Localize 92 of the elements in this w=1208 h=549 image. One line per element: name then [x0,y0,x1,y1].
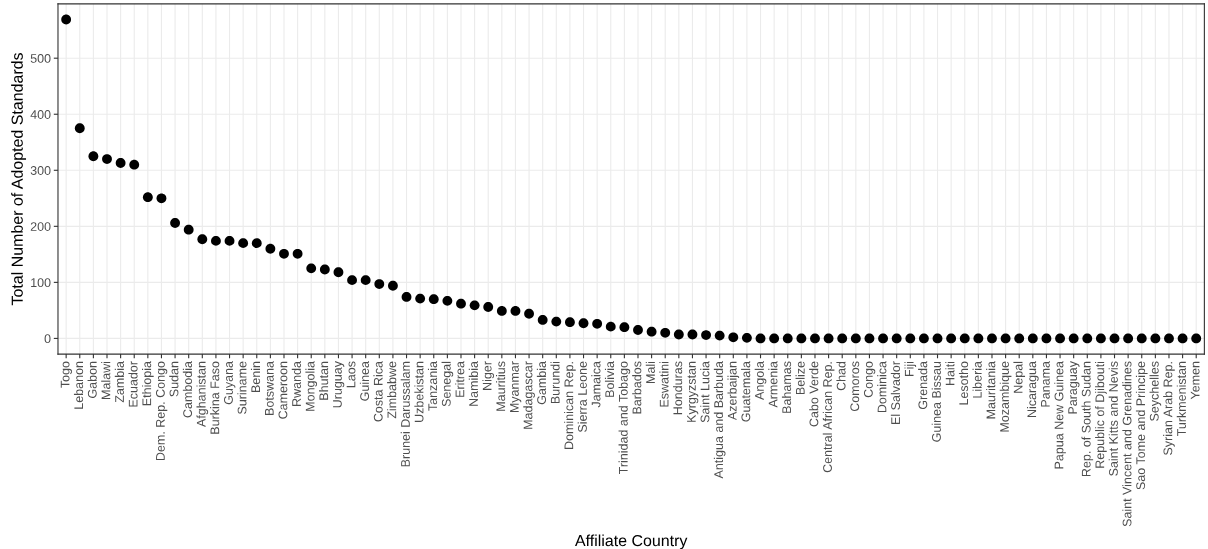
x-tick-label: Eswatini [659,361,669,407]
y-tick-label: 100 [31,278,51,288]
x-tick-label: Chad [836,361,846,391]
x-tick-label: Togo [60,361,72,388]
x-tick-label: Cambodia [182,361,193,418]
x-tick-label: Cabo Verde [809,361,819,427]
x-tick-label: Honduras [673,361,683,415]
x-tick-label: Dominican Rep. [564,362,576,449]
x-tick-label: Afghanistan [196,361,209,428]
x-tick-label: Barbados [632,361,642,414]
x-tick-label: Syrian Arab Rep. [1163,362,1175,455]
x-tick-label: Paraguay [1068,361,1080,414]
x-tick-label: Seychelles [1149,361,1162,421]
x-tick-label: Tanzania [427,361,438,411]
y-tick-label: 300 [30,166,51,175]
x-tick-label: Botswana [265,361,274,415]
x-tick-label: Jamaica [591,361,601,408]
x-tick-label: Saint Kitts and Nevis [1108,361,1118,476]
x-tick-label: Sao Tome and Principe [1135,361,1148,490]
x-tick-label: Congo [863,361,876,398]
y-axis-title: Total Number of Adopted Standards [11,53,27,306]
x-tick-label: Nicaragua [1027,361,1039,417]
x-tick-label: Lesotho [958,361,969,405]
x-tick-label: Angola [754,361,767,400]
x-tick-label: Republic of Djibouti [1095,361,1107,468]
y-tick-label: 0 [44,334,51,344]
x-tick-label: Sudan [169,361,179,397]
y-tick-label: 500 [30,54,51,63]
x-tick-label: Azerbaijan [727,361,740,421]
x-tick-label: Senegal [441,361,454,407]
x-tick-label: Armenia [768,361,778,408]
x-tick-label: Fiji [904,361,917,376]
x-tick-label: Gabon [87,361,97,398]
x-tick-label: Mauritius [496,361,506,411]
x-tick-label: Guinea [359,361,370,401]
x-tick-label: Cameroon [278,361,288,419]
x-tick-label: Grenada [918,361,928,410]
x-tick-label: Zambia [114,361,124,403]
x-tick-label: Kyrgyzstan [687,361,699,422]
x-tick-label: Panama [1041,361,1050,407]
x-tick-label: Turkmenistan [1176,361,1186,437]
x-tick-label: Rwanda [291,361,301,406]
x-tick-label: Lebanon [73,361,84,409]
x-tick-label: Zimbabwe [387,361,397,419]
x-tick-label: Malawi [101,361,111,399]
x-tick-label: Sierra Leone [577,361,587,433]
x-tick-label: Trinidad and Tobago [618,361,631,475]
x-tick-label: Saint Vincent and Grenadines [1122,361,1132,527]
x-tick-label: Papua New Guinea [1054,361,1066,469]
x-tick-label: Haiti [945,361,955,386]
x-tick-label: Uzbekistan [414,361,424,422]
x-tick-label: Bolivia [604,361,615,397]
x-tick-label: Ethiopia [142,361,154,406]
x-tick-label: Ecuador [128,361,138,407]
x-tick-label: Benin [250,361,261,392]
x-axis-title: Affiliate Country [574,534,688,549]
x-tick-label: Namibia [468,361,478,406]
x-tick-label: Laos [346,361,356,388]
x-tick-label: Dominica [877,361,887,413]
x-tick-label: Madagascar [523,361,535,429]
x-tick-label: Suriname [237,361,247,414]
x-tick-label: Dem. Rep. Congo [155,361,168,461]
x-tick-label: Saint Lucia [700,361,710,423]
x-tick-label: Rep. of South Sudan [1081,361,1094,477]
x-tick-label: Burundi [550,361,560,404]
x-tick-label: Guyana [224,361,236,405]
x-tick-label: Yemen [1190,361,1200,400]
x-tick-label: Niger [482,361,495,390]
x-tick-label: Mongolia [305,361,318,411]
x-tick-label: Uruguay [333,361,345,408]
x-tick-label: Antigua and Barbuda [713,361,726,479]
x-tick-label: Burkina Faso [210,361,220,434]
x-tick-label: Bahamas [781,361,792,413]
x-tick-label: Costa Rica [373,361,383,422]
y-tick-label: 400 [30,110,51,119]
x-tick-label: Myanmar [510,361,522,413]
x-tick-label: Guinea Bissau [931,361,941,442]
x-tick-label: Bhutan [319,361,329,400]
x-tick-label: Mozambique [999,361,1012,432]
x-tick-label: Mali [645,361,655,383]
x-tick-label: Nepal [1013,361,1026,393]
x-tick-label: Mauritania [986,361,996,419]
x-tick-label: Belize [795,361,805,395]
x-tick-label: Comoros [850,361,860,412]
x-tick-label: Gambia [536,361,547,405]
x-tick-label: Central African Rep. [822,362,835,473]
x-tick-label: Eritrea [455,361,465,397]
x-tick-label: Brunei Darussalam [400,361,410,467]
x-tick-label: Guatemala [741,361,751,422]
x-tick-label: Liberia [972,361,982,398]
y-tick-label: 200 [30,222,51,231]
x-tick-label: El Salvador [890,361,901,424]
